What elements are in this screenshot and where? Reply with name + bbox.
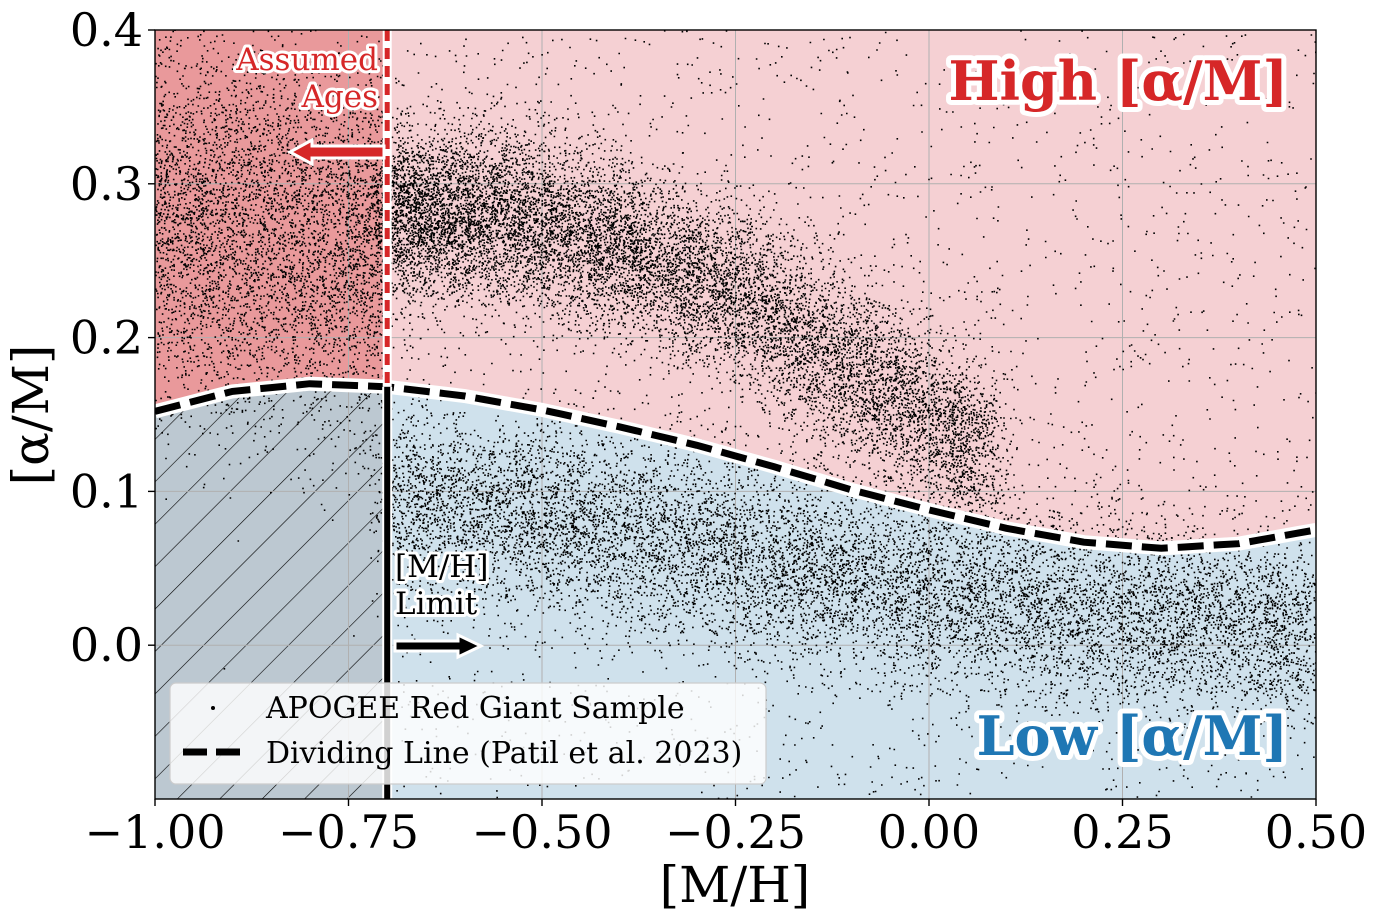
mh-limit-arrow [393,632,485,660]
mh-limit-label-line2: Limit [395,586,478,622]
dividing-line [155,376,1316,556]
x-tick-label-3: −0.25 [665,805,806,859]
assumed-ages-arrow [286,137,386,167]
high-alpha-label: High [α/M] [948,49,1288,113]
x-tick-label-0: −1.00 [85,805,226,859]
x-tick-label-2: −0.50 [472,805,613,859]
low-alpha-label: Low [α/M] [977,704,1288,768]
y-tick-label-3: 0.3 [70,157,143,211]
scatter-points [155,30,1316,799]
x-tick-label-4: 0.00 [878,805,980,859]
y-axis: 0.0 0.1 0.2 0.3 0.4 [70,3,155,672]
y-tick-label-4: 0.4 [70,3,143,57]
y-axis-title: [α/M] [2,345,60,486]
x-tick-label-6: 0.50 [1265,805,1367,859]
assumed-ages-label-line1: Assumed [235,42,378,78]
grid [155,30,1316,799]
assumed-ages-region [155,30,388,412]
x-tick-label-1: −0.75 [278,805,419,859]
mh-limit-label-line1: [M/H] [395,549,488,585]
legend-box [169,682,767,785]
legend-label-dividing-line: Dividing Line (Patil et al. 2023) [266,736,742,771]
x-axis-title: [M/H] [660,856,811,914]
scatter-point-cloud [155,30,1316,799]
dividing-line-dashes [155,380,1316,552]
legend-marker-scatter [211,706,215,710]
x-axis: −1.00 −0.75 −0.50 −0.25 0.00 0.25 0.50 [85,799,1367,859]
y-tick-label-1: 0.1 [70,464,143,518]
x-tick-label-5: 0.25 [1071,805,1173,859]
high-alpha-region [387,30,1316,549]
y-tick-label-0: 0.0 [70,618,143,672]
y-tick-label-2: 0.2 [70,311,143,365]
legend: APOGEE Red Giant Sample Dividing Line (P… [169,682,767,785]
assumed-ages-label-line2: Ages [301,79,379,115]
legend-label-sample: APOGEE Red Giant Sample [265,691,685,726]
